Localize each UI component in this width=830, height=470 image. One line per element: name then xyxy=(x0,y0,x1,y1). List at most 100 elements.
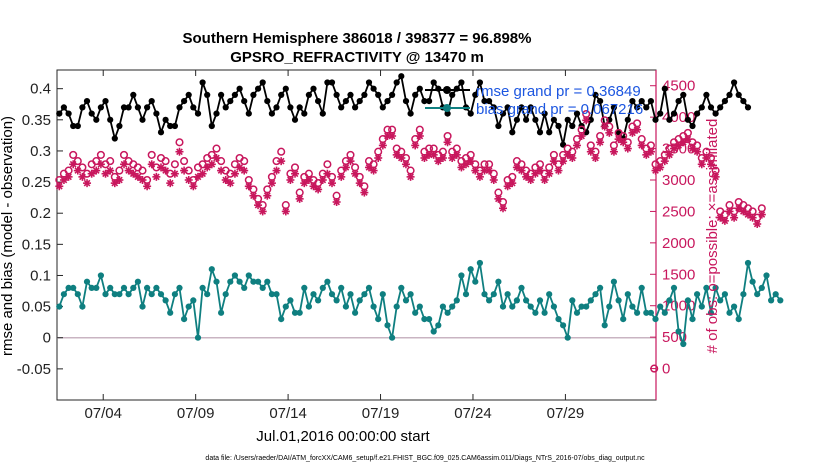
assimilated-point xyxy=(697,160,706,169)
bias-point xyxy=(772,291,779,298)
rmse-point xyxy=(638,98,645,105)
bias-point xyxy=(278,316,285,323)
possible-point xyxy=(161,157,170,166)
bias-point xyxy=(60,291,67,298)
assimilated-point xyxy=(485,166,494,175)
bias-point xyxy=(453,297,460,304)
bias-point xyxy=(227,278,234,285)
bias-point xyxy=(416,303,423,310)
chart-title-line2: GPSRO_REFRACTIVITY @ 13470 m xyxy=(230,49,484,66)
bias-point xyxy=(402,297,410,304)
assimilated-point xyxy=(471,166,480,175)
rmse-point xyxy=(208,122,215,130)
rmse-point xyxy=(407,110,414,117)
bias-point xyxy=(190,297,197,304)
bias-point xyxy=(153,284,160,291)
assimilated-point xyxy=(623,144,632,153)
bias-point xyxy=(666,297,673,304)
assimilated-point xyxy=(388,132,397,140)
assimilated-point xyxy=(466,157,475,166)
assimilated-point xyxy=(59,176,68,184)
rmse-point xyxy=(255,85,262,92)
assimilated-point xyxy=(716,213,725,222)
assimilated-point xyxy=(346,157,355,166)
assimilated-point xyxy=(369,166,378,175)
rmse-point xyxy=(65,110,72,117)
rmse-point xyxy=(120,104,128,111)
rmse-point xyxy=(79,104,86,111)
assimilated-point xyxy=(226,179,235,188)
bias-point xyxy=(560,322,567,329)
rmse-point xyxy=(564,116,571,123)
bias-point xyxy=(620,316,627,323)
rmse-point xyxy=(130,91,137,98)
bias-point xyxy=(125,291,132,298)
possible-point xyxy=(69,150,78,159)
bias-point xyxy=(684,297,692,304)
bias-point xyxy=(107,284,114,291)
assimilated-point xyxy=(711,172,720,181)
assimilated-point xyxy=(397,154,406,162)
bias-point xyxy=(310,291,317,298)
assimilated-point xyxy=(411,141,420,150)
bias-point xyxy=(204,291,211,298)
rmse-point xyxy=(342,98,349,105)
assimilated-point xyxy=(106,166,115,175)
assimilated-point xyxy=(559,157,568,166)
rmse-point xyxy=(634,104,641,111)
rmse-point xyxy=(698,104,705,111)
rmse-point xyxy=(707,104,715,111)
possible-point xyxy=(180,157,189,166)
rmse-point xyxy=(458,79,465,86)
bias-point xyxy=(435,322,442,329)
assimilated-point xyxy=(753,220,762,228)
bias-point xyxy=(250,278,257,285)
bias-point xyxy=(458,272,465,279)
bias-point xyxy=(694,291,701,298)
rmse-point xyxy=(167,122,174,130)
bias-point xyxy=(624,291,631,298)
bias-point xyxy=(546,291,553,298)
assimilated-point xyxy=(651,166,660,175)
bias-point xyxy=(287,297,294,304)
rmse-point xyxy=(379,104,386,111)
assimilated-point xyxy=(600,122,609,131)
assimilated-point xyxy=(702,154,711,162)
rmse-point xyxy=(273,104,280,111)
rmse-point xyxy=(740,98,747,105)
possible-point xyxy=(240,157,249,166)
rmse-point xyxy=(393,79,400,86)
rmse-point xyxy=(148,98,155,105)
assimilated-point xyxy=(78,172,87,181)
bias-point xyxy=(236,278,243,285)
possible-point xyxy=(277,147,286,156)
bias-point xyxy=(347,291,354,298)
assimilated-point xyxy=(152,172,161,181)
rmse-point xyxy=(93,116,100,123)
bias-point xyxy=(74,291,81,298)
bias-point xyxy=(259,284,266,291)
rmse-point xyxy=(652,116,659,123)
assimilated-point xyxy=(512,163,521,172)
assimilated-point xyxy=(235,163,244,172)
bias-point xyxy=(181,316,188,323)
bias-point xyxy=(499,303,507,310)
bias-point xyxy=(634,309,641,316)
bias-point xyxy=(444,309,451,316)
rmse-point xyxy=(218,91,225,98)
y-tick-label-right: 0 xyxy=(662,361,670,378)
rmse-point xyxy=(412,91,419,98)
rmse-point xyxy=(643,104,650,111)
assimilated-point xyxy=(138,176,147,184)
assimilated-point xyxy=(619,138,628,147)
rmse-point xyxy=(296,104,303,111)
rmse-point xyxy=(712,110,719,117)
rmse-point xyxy=(717,104,724,111)
rmse-point xyxy=(735,91,742,98)
rmse-point xyxy=(356,98,363,105)
assimilated-point xyxy=(609,147,618,156)
assimilated-point xyxy=(184,176,193,184)
assimilated-point xyxy=(494,194,503,203)
bias-point xyxy=(472,278,479,285)
bias-point xyxy=(301,284,308,291)
